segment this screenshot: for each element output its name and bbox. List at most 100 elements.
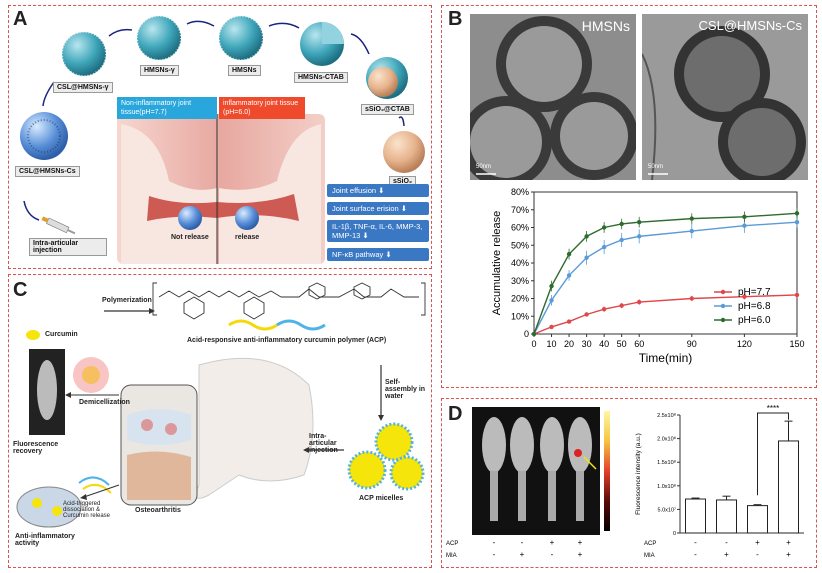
tem-scale-right: 50nm — [648, 164, 664, 170]
data-point — [566, 251, 572, 257]
bar — [685, 498, 706, 534]
panel-d: D ACP MIA - - + + - + - + 0 5.0x10⁷ 1.0x10⁸ 1.5x10… — [441, 398, 817, 568]
acp-polymer-structure — [152, 282, 426, 320]
data-point — [619, 303, 624, 308]
fluorescence-bar-chart: 0 5.0x10⁷ 1.0x10⁸ 1.5x10⁸ 2.0x10⁸ 2.5x10⁸ Fluo… — [635, 404, 804, 559]
effect-cytokines: IL-1β, TNF-α, IL-6, MMP-3, MMP-13 ⬇ — [327, 220, 429, 242]
data-point — [742, 214, 747, 220]
data-point — [584, 312, 589, 317]
data-point — [794, 292, 800, 298]
label-osteoarthritis: Osteoarthritis — [135, 507, 181, 514]
legend-label: pH=6.8 — [738, 301, 771, 312]
panel-label-d: D — [448, 403, 463, 425]
ivis-sign-table: ACP MIA - - + + - + - + — [446, 538, 583, 559]
tag-non-inflammatory: Non-inflammatory joint tissue(pH=7.7) — [117, 97, 217, 119]
label-not-release: Not release — [171, 234, 209, 241]
data-point — [742, 223, 747, 228]
effect-joint-effusion: Joint effusion ⬇ — [327, 184, 429, 197]
panel-label-c: C — [13, 279, 28, 301]
ivis-image — [472, 407, 600, 535]
knee-joint-illustration — [117, 114, 325, 264]
release-chart: 0 10% 20% 30% 40% 50% 60% 70% 80% 0 10 20 30 40 50 60 90… — [491, 187, 805, 365]
bar-y-tick-label: 2.0x10⁸ — [657, 436, 676, 443]
bar-y-tick-label: 5.0x10⁷ — [657, 506, 676, 513]
sphere-hmsns-gamma — [137, 16, 181, 60]
bar-mia-sign: - — [756, 550, 759, 559]
sphere-csl-hmsns-gamma — [62, 32, 106, 76]
data-point — [689, 228, 694, 234]
label-ssio2-ctab: sSiO₂@CTAB — [361, 104, 414, 115]
y-tick-label: 30% — [511, 276, 529, 286]
mia-sign: + — [520, 550, 525, 559]
bar-acp-sign: + — [786, 538, 791, 547]
data-point — [619, 221, 624, 227]
bar — [747, 505, 768, 534]
tem-image-csl: CSL@HMSNs-Cs 50nm — [642, 14, 808, 180]
data-point — [566, 319, 572, 324]
syringe-icon — [41, 216, 76, 235]
data-point — [566, 273, 572, 278]
tag-inflammatory: inflammatory joint tissue (pH=6.0) — [219, 97, 305, 119]
legend-marker — [720, 317, 726, 323]
x-tick-label: 120 — [737, 339, 752, 349]
legend-marker — [720, 303, 726, 309]
mia-sign: - — [493, 550, 496, 559]
acp-sign: - — [521, 538, 524, 547]
y-tick-label: 70% — [511, 205, 529, 215]
y-tick-label: 80% — [511, 187, 529, 197]
x-tick-label: 30 — [582, 339, 592, 349]
label-acp-title: Acid-responsive anti-inflammatory curcum… — [187, 337, 387, 344]
x-tick-label: 60 — [634, 339, 644, 349]
label-self-assembly: Self-assembly in water — [385, 379, 426, 400]
mouse-leg-illustration — [195, 357, 314, 499]
x-tick-label: 50 — [617, 339, 627, 349]
y-tick-label: 60% — [511, 223, 529, 233]
y-axis-label: Accumulative release — [491, 211, 503, 316]
label-fluorescence-recovery: Fluorescence recovery — [13, 441, 59, 455]
acp-sign: + — [550, 538, 555, 547]
x-tick-label: 10 — [547, 339, 557, 349]
bar-row-label-acp: ACP — [644, 541, 656, 547]
data-point — [689, 216, 694, 221]
x-tick-label: 90 — [687, 339, 697, 349]
data-point — [549, 324, 554, 330]
label-intra-articular: Intra-articular injection — [29, 238, 107, 256]
mia-sign: - — [551, 550, 554, 559]
label-polymerization: Polymerization — [102, 297, 152, 304]
legend-label: pH=6.0 — [738, 315, 771, 326]
label-hmsns-gamma: HMSNs-γ — [140, 65, 179, 76]
bar-y-tick-label: 2.5x10⁸ — [657, 412, 676, 419]
effect-nfkb: NF-κB pathway ⬇ — [327, 248, 429, 261]
mia-sign: + — [578, 550, 583, 559]
label-hmsns-ctab: HMSNs-CTAB — [294, 72, 348, 83]
panel-a-illustration — [20, 15, 425, 264]
x-tick-label: 40 — [599, 339, 609, 349]
row-label-acp: ACP — [446, 541, 458, 547]
bar-y-axis-label: Fluorescence intensity (a.u.) — [635, 433, 642, 515]
bar — [778, 440, 799, 534]
x-tick-label: 0 — [531, 339, 536, 349]
panel-c-illustration — [16, 282, 426, 528]
y-tick-label: 50% — [511, 240, 529, 250]
legend-label: pH=7.7 — [738, 287, 771, 298]
anti-inflammatory-knee — [16, 486, 82, 528]
tem-image-hmsns: HMSNs 50nm — [470, 14, 636, 180]
row-label-mia: MIA — [446, 553, 457, 559]
data-point — [689, 296, 694, 301]
tem-title-csl: CSL@HMSNs-Cs — [698, 18, 802, 33]
panel-label-a: A — [13, 8, 28, 30]
tem-title-hmsns: HMSNs — [581, 18, 630, 34]
bar — [716, 499, 737, 534]
label-demicellization: Demicellization — [79, 399, 130, 406]
data-point — [549, 298, 554, 303]
label-intra-articular-c: Intra-articular injection — [309, 433, 338, 454]
bar-acp-sign: - — [694, 538, 697, 547]
y-tick-label: 0 — [524, 329, 529, 339]
label-acid-triggered: Acid-triggered dissociation & Curcumin r… — [63, 501, 111, 519]
y-tick-label: 40% — [511, 258, 529, 268]
x-tick-label: 20 — [564, 339, 574, 349]
data-point — [601, 225, 607, 230]
data-point — [742, 294, 747, 299]
data-point — [794, 211, 800, 216]
series-line — [533, 212, 798, 335]
